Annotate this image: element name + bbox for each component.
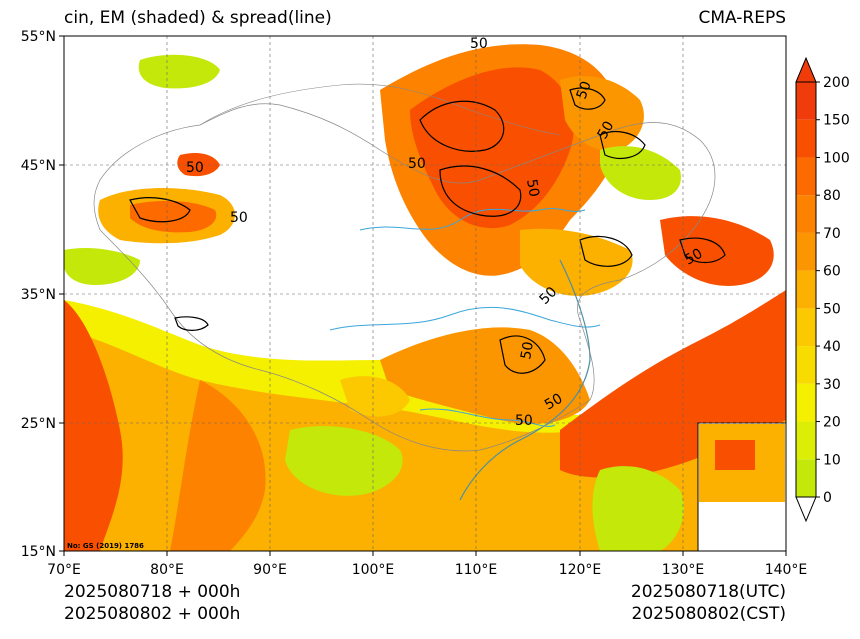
lat-label: 15°N	[21, 544, 56, 560]
lat-label: 25°N	[21, 416, 56, 432]
colorbar-segment	[796, 383, 816, 422]
lon-labels: 70°E 80°E 90°E 100°E 110°E 120°E 130°E 1…	[47, 562, 807, 578]
cst-time: 2025080802(CST)	[631, 604, 786, 624]
spread-contour	[679, 237, 726, 264]
utc-time: 2025080718(UTC)	[630, 582, 786, 602]
map-title: cin, EM (shaded) & spread(line)	[64, 8, 332, 28]
colorbar-label: 10	[823, 452, 841, 468]
lat-labels: 55°N 45°N 35°N 25°N 15°N	[21, 29, 56, 560]
shaded-region-indian-ocean	[64, 300, 123, 551]
contour-label: 50	[518, 340, 537, 360]
shaded-region-tibet-green	[64, 248, 140, 285]
shaded-region-south-china	[380, 327, 590, 424]
model-name: CMA-REPS	[698, 8, 786, 28]
colorbar-segment	[796, 459, 816, 497]
spread-contour	[579, 235, 633, 267]
contour-label: 50	[682, 246, 705, 269]
spread-contour	[439, 165, 522, 217]
valid-forecast-time: 2025080802 + 000h	[64, 604, 241, 624]
contour-label: 50	[470, 36, 488, 52]
colorbar-segment	[796, 346, 816, 384]
colorbar-label: 100	[823, 150, 850, 166]
lon-label: 140°E	[765, 562, 808, 578]
colorbar-label: 80	[823, 188, 841, 204]
spread-contour	[569, 87, 606, 110]
shaded-region-kazakh	[138, 54, 220, 89]
shaded-region-bay-of-bengal	[170, 380, 266, 551]
shaded-region-scs-green	[592, 466, 684, 551]
colorbar-segment	[796, 82, 816, 120]
shaded-region-xinjiang-core	[130, 200, 217, 233]
lon-label: 90°E	[253, 562, 287, 578]
spread-contour	[599, 131, 646, 159]
colorbar: 0 10 20 30 40 50 60 70 80 100 150 200	[795, 56, 850, 523]
colorbar-frame	[795, 81, 817, 498]
colorbar-segment	[796, 195, 816, 233]
init-forecast-time: 2025080718 + 000h	[64, 582, 241, 602]
spread-contour	[174, 316, 209, 331]
contour-label: 50	[186, 160, 204, 176]
lon-label: 110°E	[455, 562, 498, 578]
contour-label: 50	[523, 178, 542, 198]
lon-label: 70°E	[47, 562, 81, 578]
mongolia-border	[199, 83, 561, 136]
map-approval-note: No: GS (2019) 1786	[67, 542, 144, 550]
contour-label: 50	[408, 156, 426, 172]
yellow-river	[359, 208, 586, 231]
spread-contour	[129, 197, 191, 223]
lat-label: 35°N	[21, 287, 56, 303]
shaded-region-green-patch	[285, 426, 403, 496]
contour-label: 50	[515, 413, 533, 429]
axis-ticks	[59, 35, 787, 556]
contour-label: 50	[542, 391, 565, 414]
colorbar-label: 0	[823, 490, 832, 506]
lon-label: 100°E	[352, 562, 395, 578]
colorbar-label: 50	[823, 301, 841, 317]
colorbar-label: 200	[823, 75, 850, 91]
lon-label: 120°E	[559, 562, 602, 578]
shaded-region-small-west	[177, 153, 220, 177]
shaded-region-mongolia-green	[600, 146, 681, 200]
colorbar-label: 20	[823, 415, 841, 431]
colorbar-label: 40	[823, 339, 841, 355]
shaded-region-yunnan	[340, 376, 410, 417]
colorbar-segment	[796, 232, 816, 271]
colorbar-label: 150	[823, 113, 850, 129]
shaded-region-east-china	[520, 228, 633, 296]
colorbar-label: 60	[823, 264, 841, 280]
colorbar-segment	[796, 157, 816, 196]
colorbar-segment	[796, 421, 816, 460]
map-area: 50 50 50 50 50 50 50 50 50 50 50 50 No: …	[64, 36, 786, 551]
lon-label: 130°E	[662, 562, 705, 578]
colorbar-label: 30	[823, 377, 841, 393]
contour-label: 50	[595, 119, 618, 142]
contour-label: 50	[230, 210, 248, 226]
lat-label: 55°N	[21, 29, 56, 45]
lat-label: 45°N	[21, 158, 56, 174]
spread-contour	[419, 100, 505, 152]
colorbar-segment	[796, 270, 816, 309]
spread-contour	[499, 335, 546, 374]
china-border	[93, 103, 716, 452]
contour-label: 50	[574, 79, 595, 101]
colorbar-top-extend	[795, 56, 817, 83]
lon-label: 80°E	[150, 562, 184, 578]
colorbar-segment	[796, 119, 816, 158]
gridlines	[64, 36, 786, 551]
pearl-river	[419, 408, 556, 427]
colorbar-label: 70	[823, 226, 841, 242]
shaded-region-sea-of-japan	[660, 216, 774, 286]
yangtze-river	[329, 306, 601, 331]
colorbar-segment	[796, 308, 816, 347]
colorbar-bottom-extend	[795, 496, 817, 523]
